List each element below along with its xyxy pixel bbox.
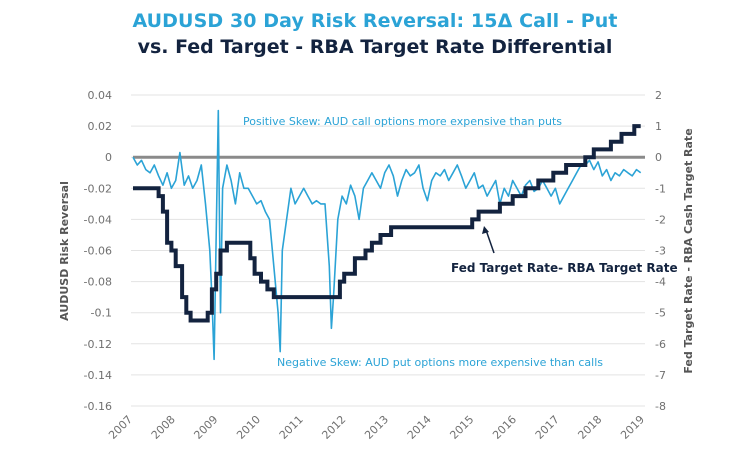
- y-tick-label: -0.04: [84, 213, 112, 226]
- annotation-arrow: [485, 229, 495, 254]
- y-tick-label: -0.14: [84, 369, 112, 382]
- y-tick-label: -0.06: [84, 245, 112, 258]
- y-tick-label: 0.04: [88, 89, 113, 102]
- annotation-rate-diff: Fed Target Rate- RBA Target Rate: [451, 261, 678, 275]
- y2-tick-label: -6: [655, 338, 666, 351]
- x-tick-label: 2013: [362, 413, 391, 442]
- x-tick-label: 2017: [533, 413, 562, 442]
- annotation-positive-skew: Positive Skew: AUD call options more exp…: [243, 115, 562, 128]
- left-axis-ticks: 0.04 0.02 0 -0.02 -0.04 -0.06 -0.08 -0.1 -0.12 -0…: [84, 89, 112, 413]
- right-axis-ticks: 2 1 0 -1 -2 -3 -4 -5 -6 -7 -8: [655, 89, 666, 413]
- x-tick-label: 2009: [191, 413, 220, 442]
- y2-tick-label: -1: [655, 182, 666, 195]
- y-axis-label: AUDUSD Risk Reversal: [58, 181, 71, 321]
- x-tick-label: 2010: [234, 413, 263, 442]
- chart-title: AUDUSD 30 Day Risk Reversal: 15Δ Call - …: [132, 10, 618, 32]
- y-tick-label: -0.08: [84, 276, 112, 289]
- y2-axis-label: Fed Target Rate - RBA Cash Target Rate: [682, 128, 695, 373]
- x-tick-label: 2007: [106, 413, 135, 442]
- y2-tick-label: 1: [655, 120, 662, 133]
- y2-tick-label: -5: [655, 307, 666, 320]
- x-tick-label: 2015: [447, 413, 476, 442]
- y2-tick-label: 2: [655, 89, 662, 102]
- x-axis-ticks: 2007 2008 2009 2010 2011 2012 2013 2014 2015 2016…: [106, 413, 647, 442]
- x-tick-label: 2011: [277, 413, 306, 442]
- y-tick-label: 0.02: [88, 120, 113, 133]
- y2-tick-label: -3: [655, 245, 666, 258]
- x-tick-label: 2018: [575, 413, 604, 442]
- y2-tick-label: -4: [655, 276, 666, 289]
- x-tick-label: 2008: [149, 413, 178, 442]
- x-tick-label: 2019: [618, 413, 647, 442]
- annotation-negative-skew: Negative Skew: AUD put options more expe…: [277, 356, 603, 369]
- y-tick-label: 0: [105, 151, 112, 164]
- y-tick-label: -0.16: [84, 400, 112, 413]
- x-tick-label: 2016: [490, 413, 519, 442]
- y2-tick-label: 0: [655, 151, 662, 164]
- y-tick-label: -0.12: [84, 338, 112, 351]
- arrow-head-icon: [482, 226, 489, 234]
- y2-tick-label: -7: [655, 369, 666, 382]
- y-tick-label: -0.02: [84, 182, 112, 195]
- series-rate-differential: [133, 124, 641, 323]
- y2-tick-label: -2: [655, 213, 666, 226]
- y2-tick-label: -8: [655, 400, 666, 413]
- x-tick-label: 2012: [319, 413, 348, 442]
- y-tick-label: -0.1: [91, 307, 112, 320]
- chart-subtitle: vs. Fed Target - RBA Target Rate Differe…: [137, 36, 613, 58]
- x-tick-label: 2014: [405, 413, 434, 442]
